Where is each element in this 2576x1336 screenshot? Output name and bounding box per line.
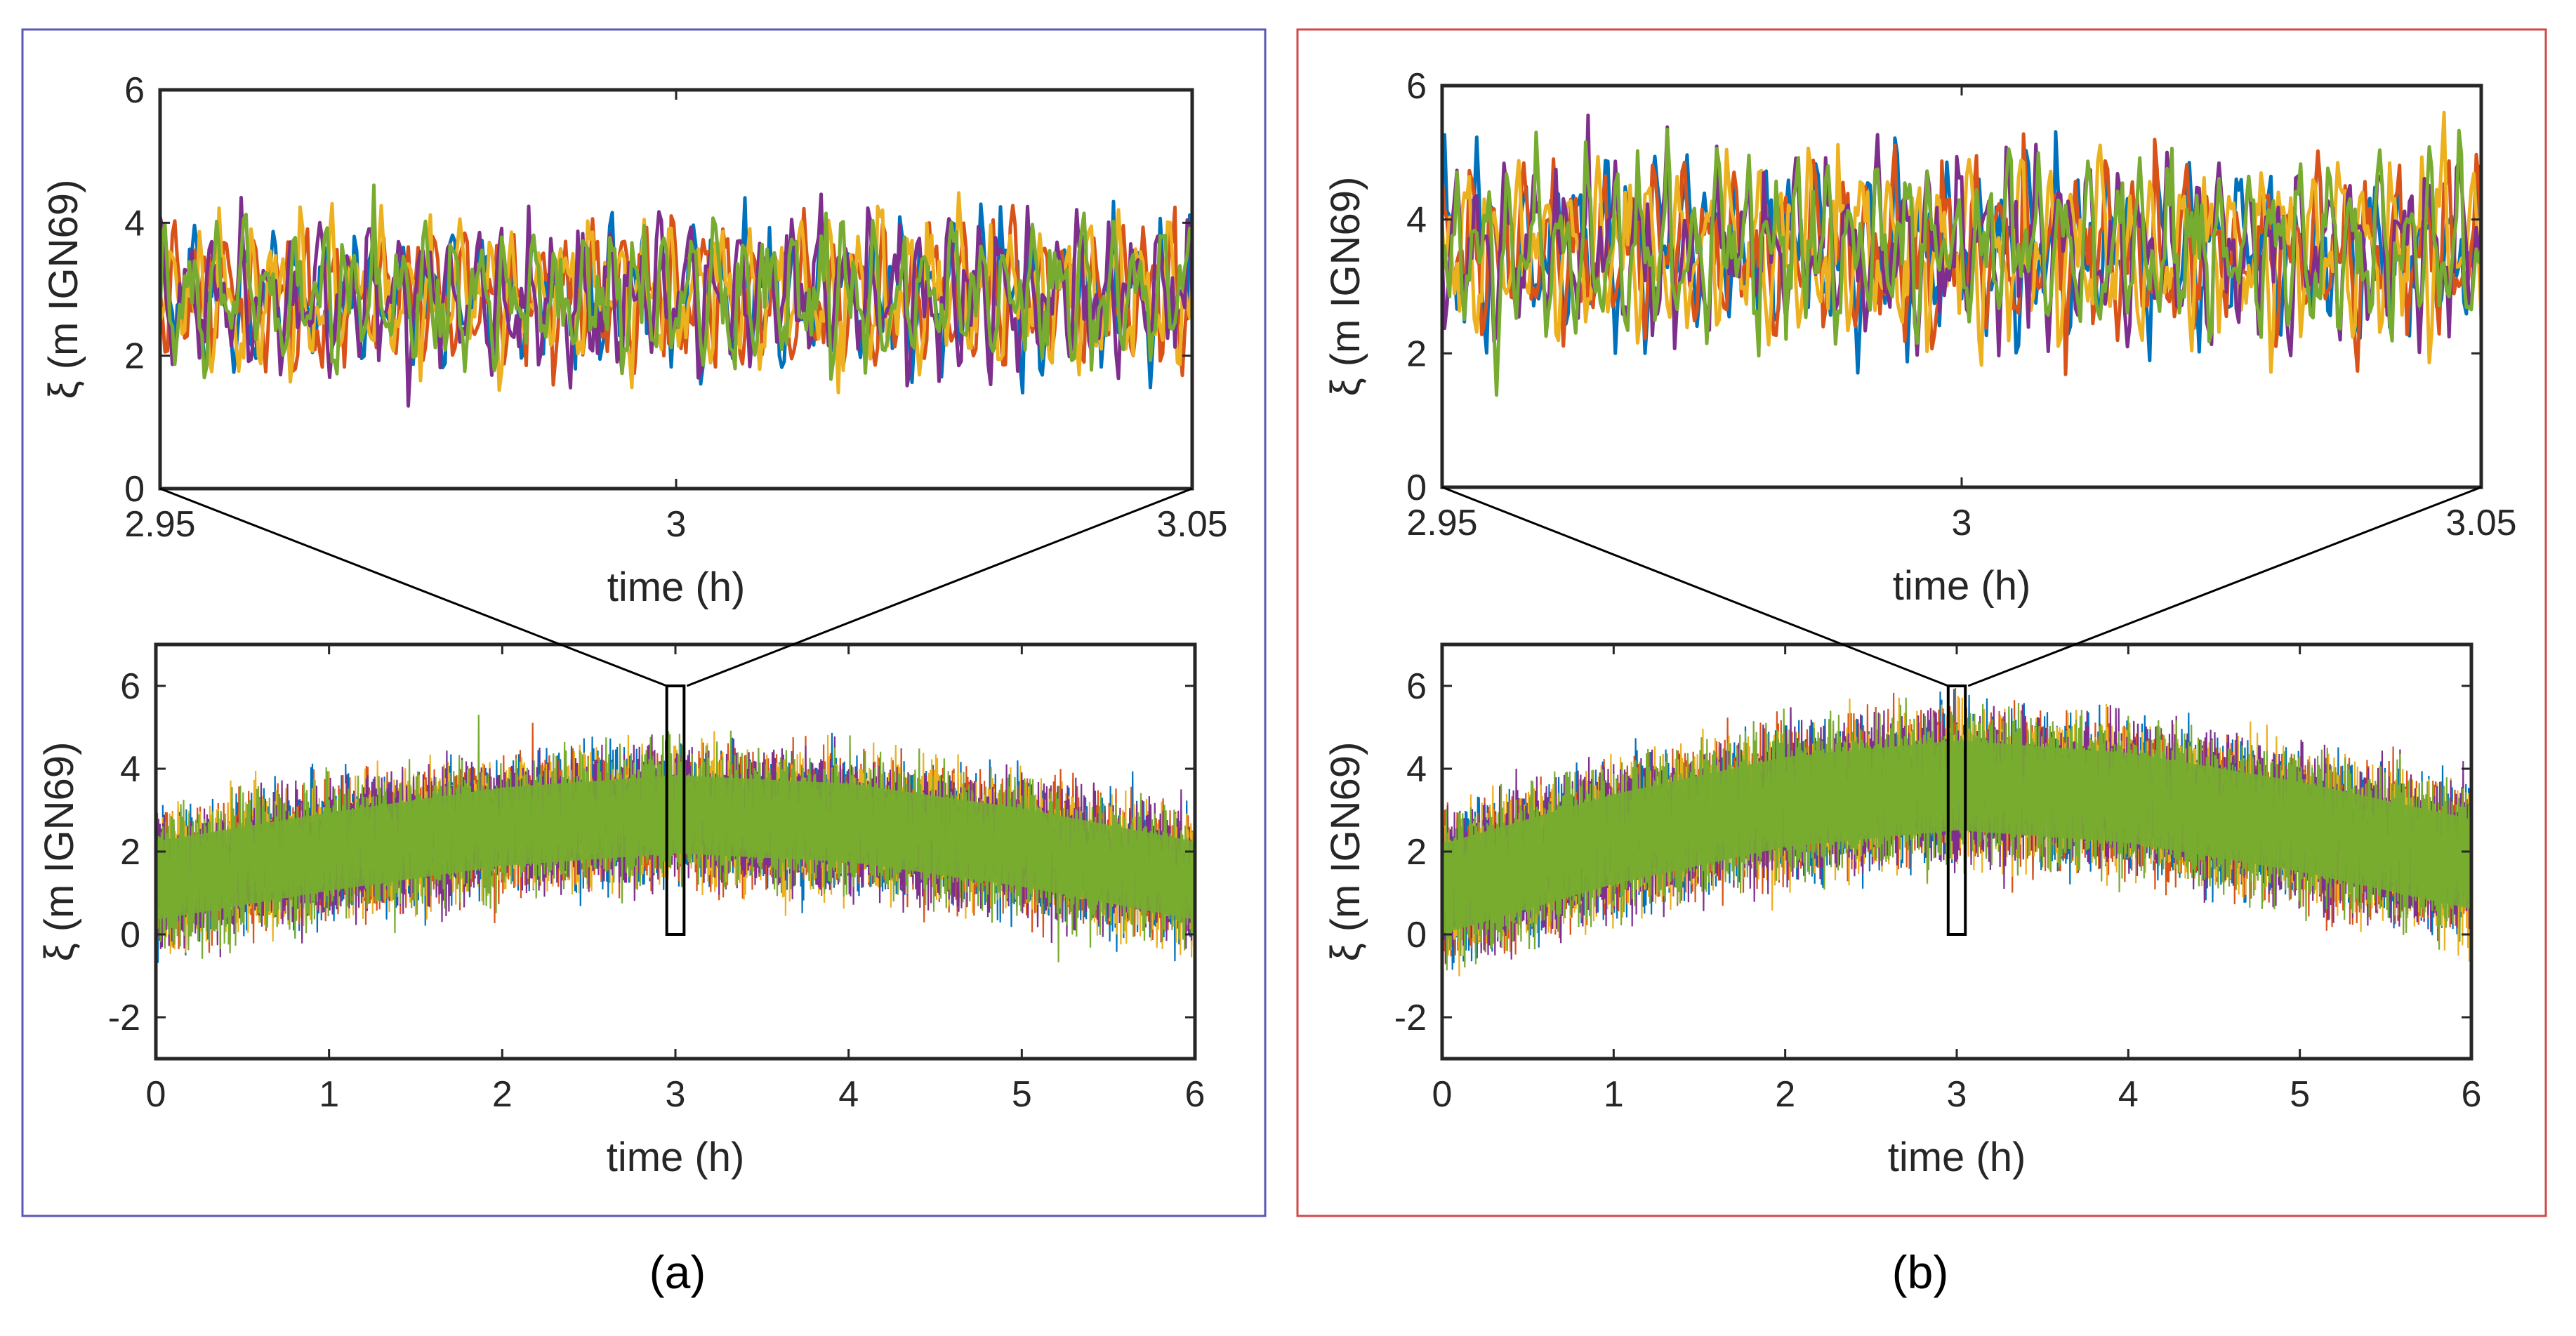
y-tick-label: 0	[124, 469, 145, 510]
series-line-5	[156, 715, 1195, 963]
y-axis-label: ξ (m IGN69)	[1323, 742, 1368, 962]
y-tick-label: 2	[124, 336, 145, 377]
x-tick-label: 5	[2290, 1074, 2310, 1115]
y-axis-label: ξ (m IGN69)	[1323, 177, 1368, 397]
plot-area	[156, 715, 1195, 963]
zoom-connector-right	[1967, 486, 2482, 687]
plot-area	[160, 183, 1192, 408]
y-tick-label: 6	[124, 70, 145, 111]
panel-b: (b) 2.95 3 3.05 0 2 4 6 time (h) ξ (m IGN69) 0 1 2…	[1296, 28, 2547, 1298]
y-tick-label: 0	[1406, 915, 1427, 955]
y-axis-label: ξ (m IGN69)	[37, 742, 82, 962]
x-tick-label: 3	[1947, 1074, 1967, 1115]
y-tick-label: 2	[1406, 832, 1427, 873]
zoom-window-box	[665, 684, 686, 936]
zoom-connector-right	[686, 487, 1193, 687]
x-tick-label: 0	[146, 1074, 166, 1115]
series-line-4	[1442, 113, 2481, 358]
series-density-band	[1442, 740, 2471, 934]
y-axis-label: ξ (m IGN69)	[41, 180, 86, 399]
x-tick-label: 4	[838, 1074, 859, 1115]
x-tick-label: 3.05	[1156, 504, 1227, 545]
series-density-band	[156, 775, 1195, 920]
x-tick-label: 4	[2118, 1074, 2139, 1115]
y-tick-label: 6	[1406, 666, 1427, 707]
x-axis-label: time (h)	[1893, 563, 2031, 609]
zoom-connector-left	[159, 487, 668, 687]
y-tick-label: 0	[120, 915, 140, 955]
panel-a: (a) 2.95 3 3.05 0 2 4 6 time (h) ξ (m IGN69) 0 1 2…	[21, 28, 1267, 1298]
zoom-connector-left	[1441, 486, 1949, 687]
x-tick-label: 1	[1604, 1074, 1624, 1115]
y-tick-label: 6	[120, 666, 140, 707]
series-line-4	[1442, 704, 2471, 964]
series-line-5	[160, 183, 1192, 381]
panel-a-border	[21, 28, 1267, 1217]
x-tick-label: 2.95	[1406, 503, 1477, 543]
x-tick-label: 3	[1952, 503, 1972, 543]
panel-b-border	[1296, 28, 2547, 1217]
panel-b-caption: (b)	[1892, 1246, 1949, 1298]
x-tick-label: 0	[1432, 1074, 1453, 1115]
panel-a-zoom-plot: 2.95 3 3.05 0 2 4 6 time (h) ξ (m IGN69)	[41, 70, 1228, 610]
y-tick-label: -2	[1394, 998, 1427, 1038]
panel-b-zoom-plot: 2.95 3 3.05 0 2 4 6 time (h) ξ (m IGN69)	[1323, 66, 2517, 609]
x-tick-label: 2	[492, 1074, 513, 1115]
y-tick-label: 4	[124, 203, 145, 244]
x-tick-label: 6	[2462, 1074, 2482, 1115]
x-tick-label: 3.05	[2445, 503, 2516, 543]
y-tick-label: 6	[1406, 66, 1427, 107]
x-axis-label: time (h)	[607, 1135, 745, 1180]
x-tick-label: 6	[1185, 1074, 1206, 1115]
x-tick-label: 2	[1775, 1074, 1795, 1115]
x-axis-label: time (h)	[607, 564, 746, 610]
series-line-5	[1442, 697, 2471, 971]
plot-area	[1442, 688, 2471, 977]
y-tick-label: 4	[1406, 749, 1427, 790]
series-line-4	[156, 734, 1195, 958]
y-tick-label: -2	[108, 998, 140, 1038]
x-axis-label: time (h)	[1888, 1135, 2026, 1180]
x-tick-label: 3	[666, 1074, 686, 1115]
plot-area	[1442, 110, 2481, 397]
panel-a-caption: (a)	[649, 1246, 706, 1298]
series-line-5	[1442, 128, 2481, 397]
zoom-window-box	[1946, 684, 1967, 936]
x-tick-label: 2.95	[124, 504, 195, 545]
x-tick-label: 3	[666, 504, 687, 545]
y-tick-label: 2	[120, 832, 140, 873]
y-tick-label: 0	[1406, 468, 1427, 508]
x-tick-label: 1	[319, 1074, 339, 1115]
y-tick-label: 4	[120, 749, 140, 790]
y-tick-label: 4	[1406, 200, 1427, 241]
x-tick-label: 5	[1012, 1074, 1032, 1115]
y-tick-label: 2	[1406, 333, 1427, 374]
